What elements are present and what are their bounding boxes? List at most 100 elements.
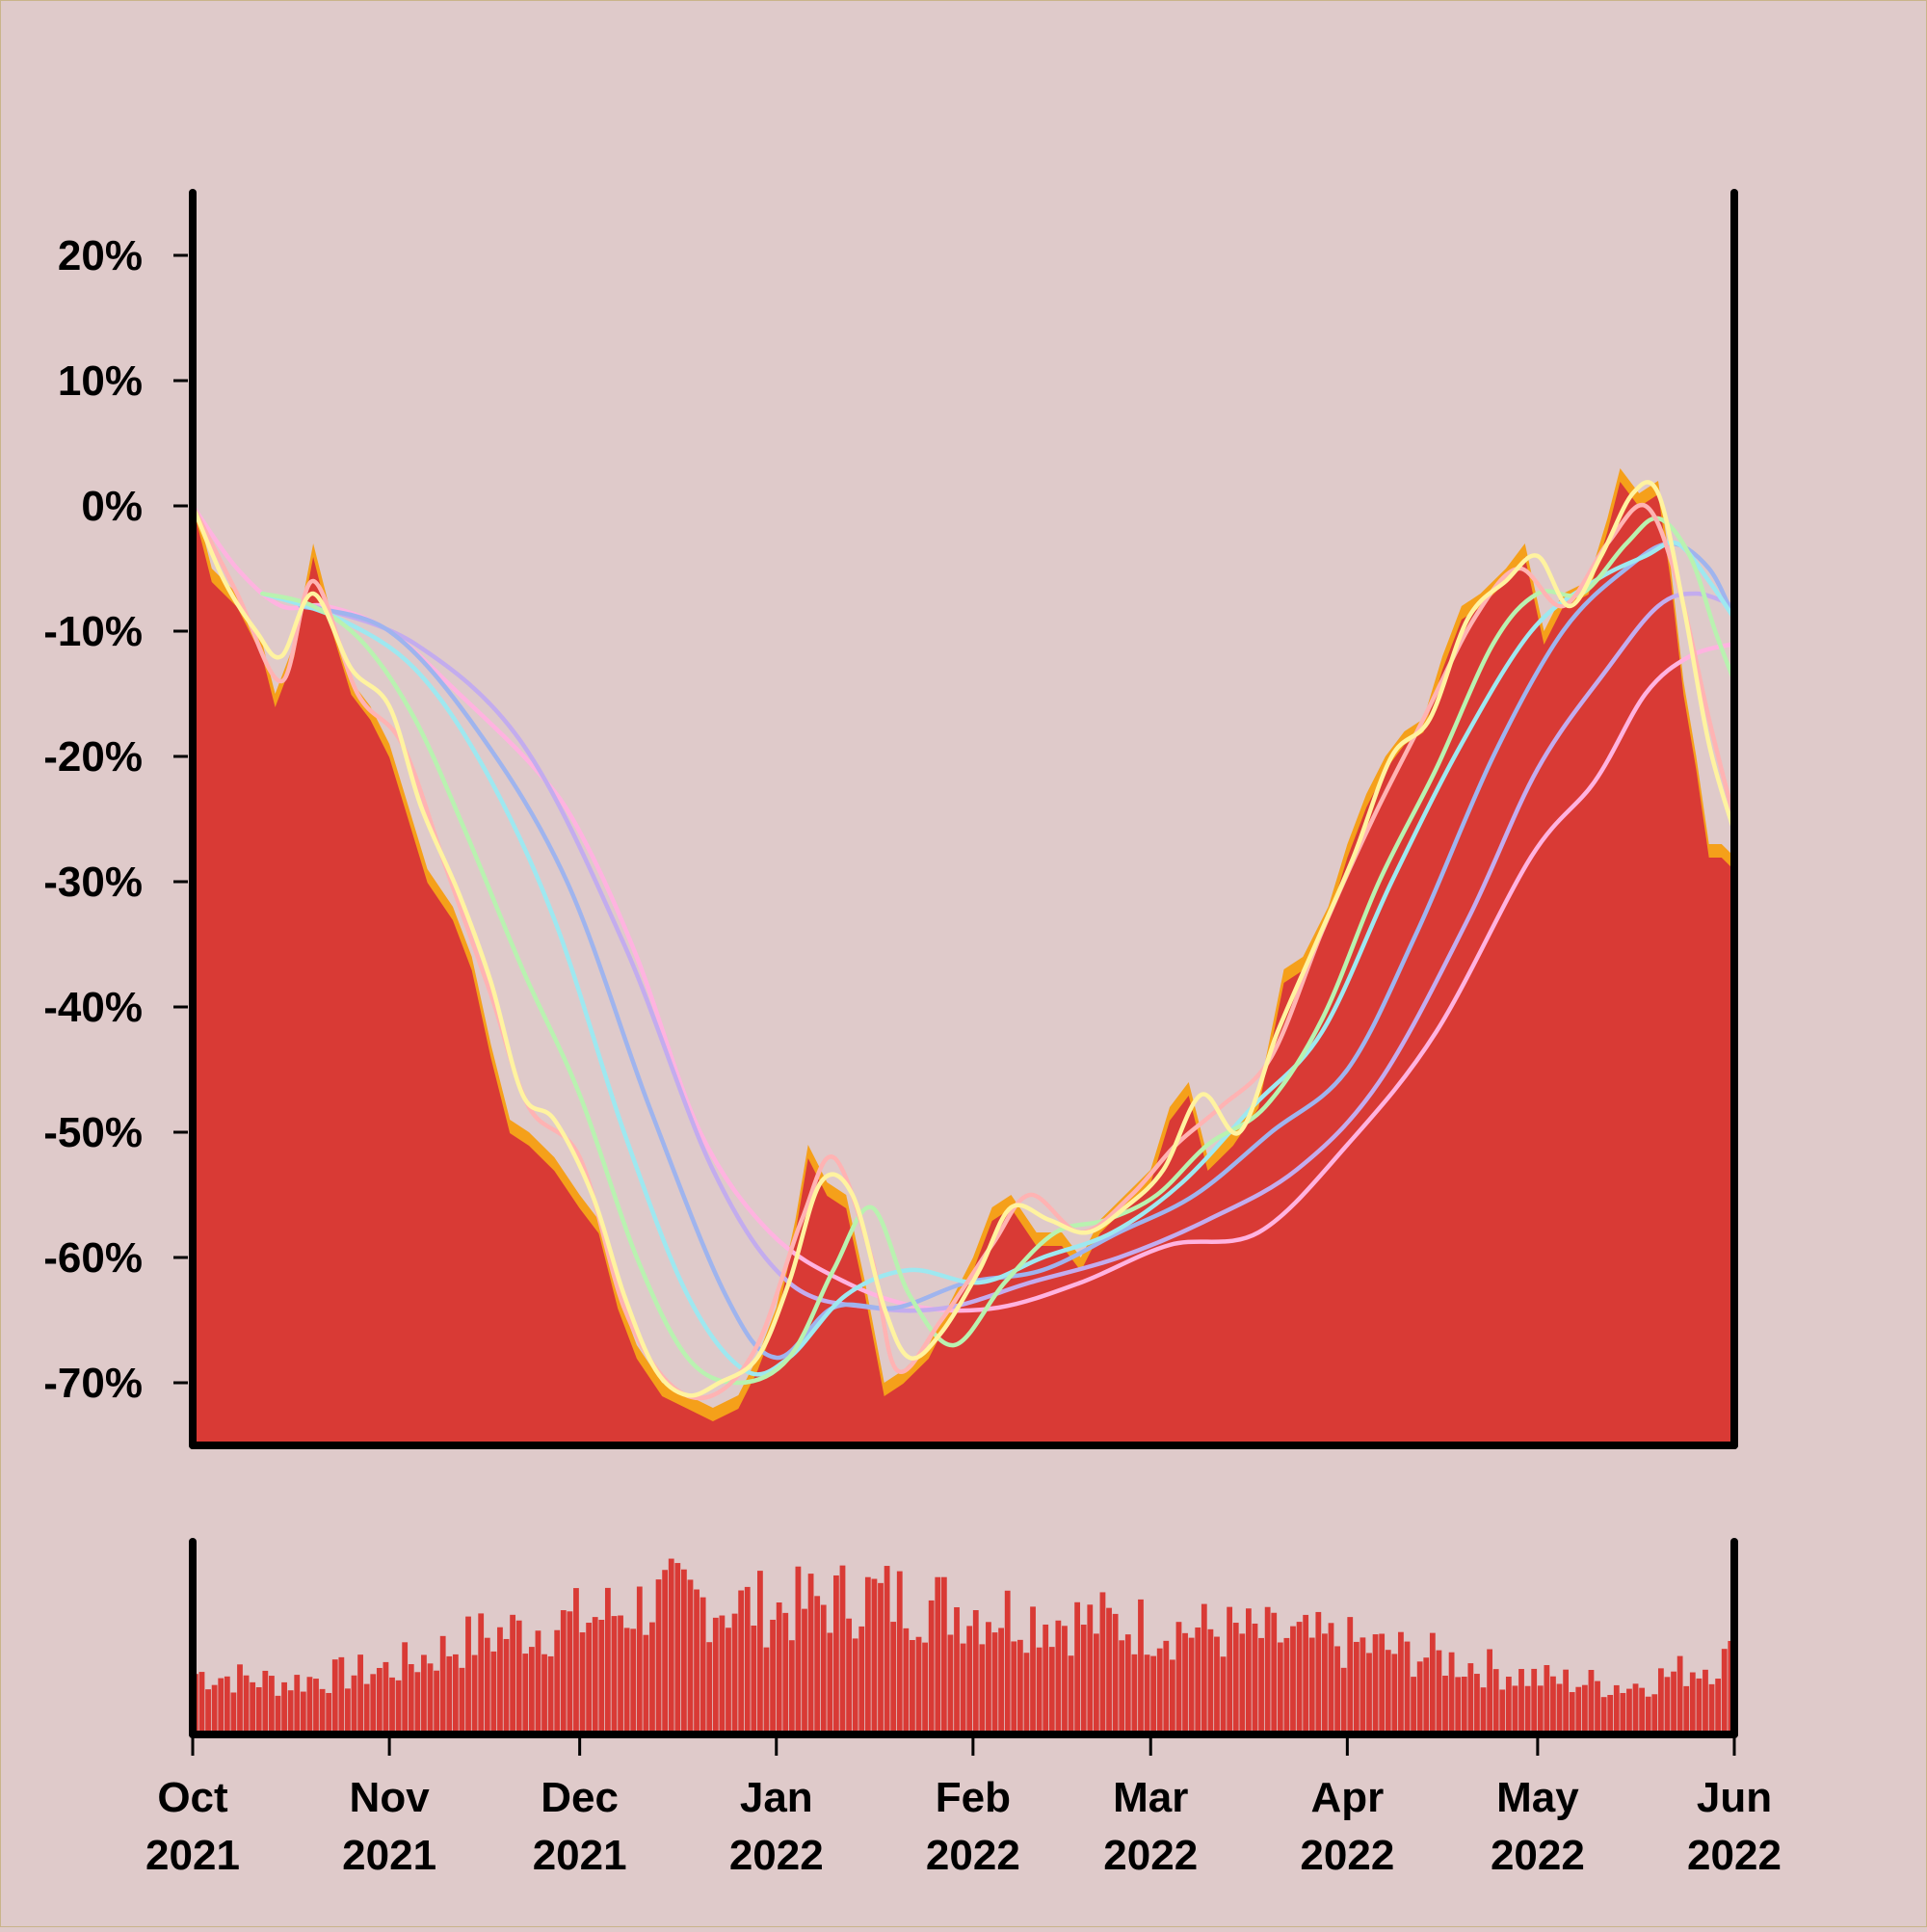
volume-bar	[910, 1640, 915, 1734]
volume-bar	[211, 1684, 218, 1734]
volume-bar	[1467, 1663, 1474, 1734]
volume-bar	[871, 1578, 878, 1734]
volume-bar	[224, 1676, 230, 1734]
volume-bar	[1416, 1661, 1423, 1734]
volume-bar	[757, 1571, 763, 1734]
moving-average-line-1	[190, 480, 1737, 1398]
volume-bar	[269, 1676, 275, 1734]
volume-bar	[1715, 1679, 1722, 1734]
volume-bar	[313, 1679, 319, 1734]
volume-bar	[1308, 1637, 1315, 1734]
volume-bar	[1252, 1623, 1258, 1734]
volume-bar	[459, 1667, 465, 1734]
volume-bar	[1671, 1671, 1676, 1734]
volume-bar	[579, 1632, 586, 1734]
volume-bar	[1340, 1667, 1347, 1734]
volume-bar	[522, 1654, 529, 1734]
volume-bar	[1480, 1687, 1487, 1734]
volume-bar	[643, 1634, 649, 1734]
volume-bar	[1227, 1606, 1233, 1734]
volume-bar	[383, 1661, 389, 1734]
volume-bar	[1588, 1670, 1595, 1734]
volume-bar	[1499, 1689, 1506, 1734]
volume-bar	[1112, 1613, 1119, 1734]
volume-bar	[1004, 1590, 1011, 1734]
x-tick-label-year: 2021	[145, 1832, 240, 1879]
y-tick-label: -70%	[43, 1360, 143, 1407]
volume-bar	[611, 1616, 618, 1734]
volume-bar	[1436, 1650, 1442, 1734]
volume-bar	[839, 1565, 846, 1734]
x-axis-ticks: Oct 2021 Nov 2021 Dec 2021 Jan 2022 Feb 2022 Mar 20…	[145, 1738, 1782, 1879]
volume-bar	[782, 1612, 789, 1734]
volume-bar	[1550, 1676, 1556, 1734]
volume-bar	[573, 1588, 579, 1734]
volume-bar	[1531, 1668, 1538, 1734]
volume-bar	[1398, 1631, 1404, 1734]
volume-bar	[281, 1681, 287, 1734]
volume-bar	[1062, 1626, 1068, 1734]
volume-bar	[1353, 1641, 1359, 1734]
volume-bar	[560, 1610, 567, 1734]
volume-bar	[928, 1600, 935, 1734]
volume-bar	[1214, 1636, 1220, 1734]
volume-bar	[820, 1604, 827, 1734]
volume-bar	[681, 1569, 687, 1734]
volume-bar	[1169, 1659, 1175, 1734]
volume-bar	[484, 1637, 490, 1734]
volume-bar	[1322, 1633, 1328, 1734]
volume-bar	[218, 1678, 224, 1734]
volume-bar	[497, 1627, 503, 1734]
y-axis-ticks: 20% 10% 0% -10% -20% -30% -40% -50% -60% -70%	[43, 232, 188, 1407]
volume-bar	[1328, 1623, 1334, 1734]
volume-bar	[255, 1686, 262, 1734]
volume-bar	[306, 1677, 313, 1734]
volume-bar	[1626, 1688, 1632, 1734]
volume-bar	[1220, 1656, 1227, 1734]
volume-bar	[1487, 1649, 1492, 1734]
price-chart: 20% 10% 0% -10% -20% -30% -40% -50% -60% -70%	[43, 189, 1738, 1449]
price-area-fill	[193, 482, 1734, 1445]
volume-bar	[649, 1622, 655, 1734]
volume-bar	[1442, 1675, 1448, 1734]
volume-bar	[1283, 1637, 1290, 1734]
volume-chart: Oct 2021 Nov 2021 Dec 2021 Jan 2022 Feb 2022 Mar 20…	[145, 1538, 1782, 1879]
volume-bar	[712, 1617, 719, 1734]
volume-bar	[528, 1647, 535, 1734]
volume-bar	[1595, 1681, 1600, 1734]
volume-bar	[1512, 1685, 1518, 1734]
volume-bar	[687, 1579, 694, 1734]
volume-bar	[1131, 1654, 1138, 1734]
volume-bar	[1011, 1641, 1017, 1734]
volume-bar	[205, 1689, 211, 1734]
volume-bar	[1080, 1625, 1087, 1734]
volume-bar	[1055, 1620, 1062, 1734]
y-tick-label: -20%	[43, 733, 143, 781]
volume-bar	[414, 1672, 421, 1734]
volume-bar	[1099, 1592, 1106, 1734]
volume-bar	[1366, 1653, 1372, 1734]
volume-bar	[738, 1590, 745, 1734]
volume-bar	[1581, 1684, 1588, 1734]
volume-bar	[935, 1576, 941, 1734]
moving-average-line-5	[298, 541, 1737, 1361]
volume-bar	[421, 1654, 427, 1734]
volume-bar	[1632, 1683, 1639, 1734]
volume-bar	[1683, 1685, 1690, 1734]
volume-bar	[1613, 1684, 1620, 1734]
volume-bar	[198, 1672, 205, 1734]
volume-bar	[802, 1608, 807, 1734]
y-tick-label: -50%	[43, 1109, 143, 1156]
volume-bar	[1074, 1601, 1081, 1734]
volume-bar	[592, 1617, 598, 1734]
volume-bar	[1524, 1685, 1531, 1734]
volume-bar	[376, 1667, 383, 1734]
x-tick-label-year: 2021	[342, 1832, 436, 1879]
volume-axes	[189, 1538, 1738, 1738]
volume-bar	[1569, 1692, 1575, 1734]
volume-bar	[338, 1656, 345, 1734]
volume-bar	[439, 1635, 446, 1734]
volume-bar	[1138, 1599, 1144, 1734]
volume-bar	[903, 1628, 910, 1734]
